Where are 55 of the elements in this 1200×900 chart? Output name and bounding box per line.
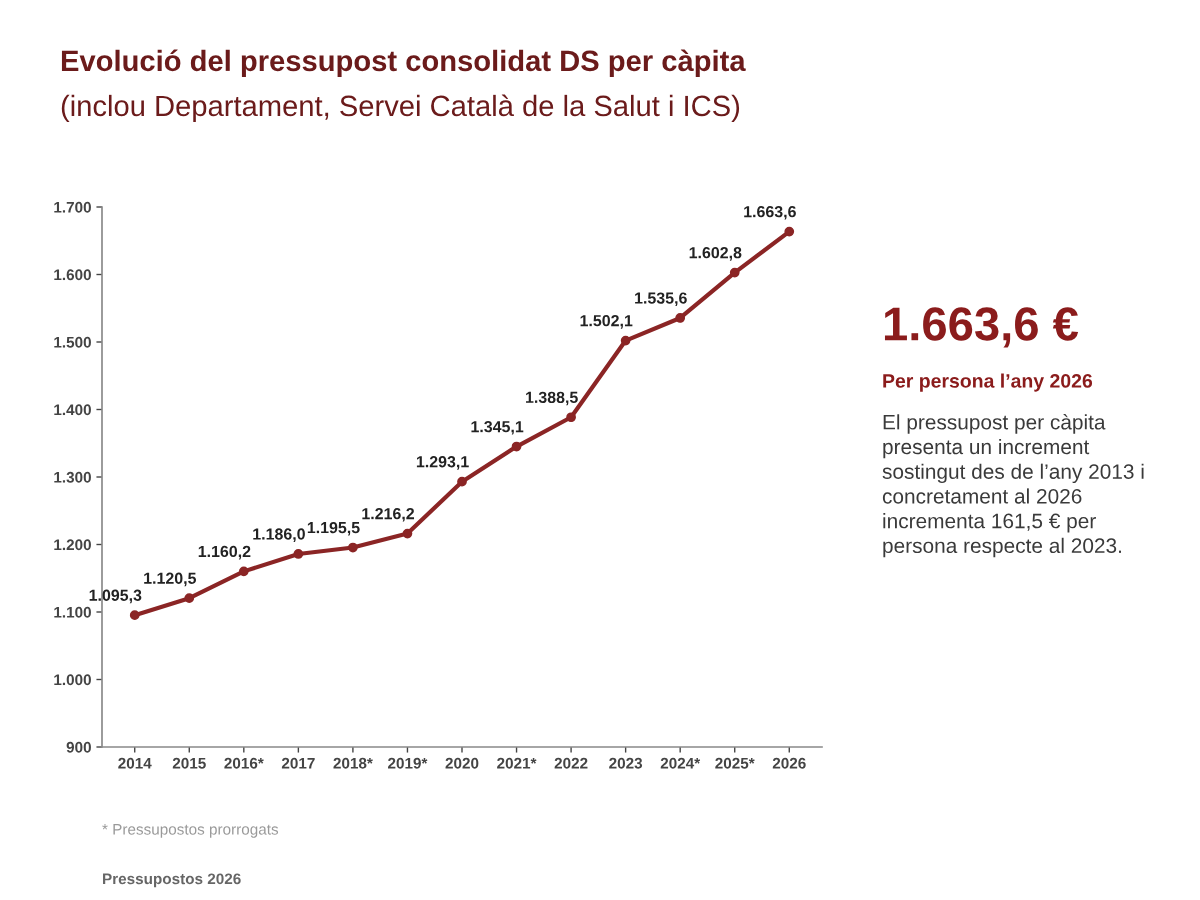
x-tick-label: 2014 (118, 757, 152, 769)
data-label: 1.388,5 (526, 391, 578, 406)
data-label: 1.095,3 (89, 589, 142, 604)
text: * Pressupostos prorrogats (102, 824, 279, 838)
data-label: 1.160,2 (198, 545, 251, 560)
data-label: 1.195,5 (307, 521, 360, 536)
data-label: 1.186,0 (253, 528, 305, 542)
x-tick-label: 2017 (281, 757, 315, 769)
text: Per persona l’any 2026 (883, 373, 1093, 392)
chart-subtitle: (inclou Departament, Servei Català de la Salut i ICS) (61, 94, 740, 123)
point (293, 549, 304, 559)
point (729, 267, 740, 278)
point (348, 542, 358, 553)
x-tick-label: 2026 (772, 757, 806, 769)
data-label: 1.535,6 (635, 292, 687, 307)
y-tick-label: 1.700 (54, 201, 91, 213)
y-tick-label: 1.600 (54, 269, 91, 281)
point (184, 593, 195, 604)
data-label: 1.602,8 (689, 247, 742, 261)
y-tick-label: 1.200 (54, 539, 91, 551)
x-tick-label: 2015 (172, 757, 206, 769)
chart-title: Evolució del pressupost consolidat DS per càpita (61, 49, 746, 77)
y-tick-label: 1.500 (54, 336, 91, 348)
x-tick-label: 2021* (497, 757, 537, 769)
data-label: 1.663,6 (744, 205, 796, 220)
point (129, 610, 140, 621)
data-label: 1.216,2 (362, 507, 415, 522)
point (511, 441, 522, 452)
data-label: 1.345,1 (471, 420, 524, 435)
text: Pressupostos 2026 (103, 873, 241, 888)
y-tick-label: 1.100 (54, 606, 91, 618)
point (620, 335, 631, 346)
x-tick-label: 2016* (224, 757, 264, 769)
data-label: 1.120,5 (144, 572, 197, 587)
y-tick-label: 1.300 (54, 471, 91, 483)
data-label: 1.293,1 (416, 456, 469, 470)
point (784, 226, 795, 237)
text: El pressupost per càpita presenta un increment sostingut des de l’any 2013 i concretament al 2026 incrementa 161,5 € per persona respecte al 2023. (882, 414, 1144, 558)
data-label: 1.502,1 (580, 315, 633, 329)
x-tick-label: 2019* (388, 757, 428, 769)
x-tick-label: 2018* (333, 757, 373, 769)
x-tick-label: 2022 (554, 757, 588, 769)
text: 1.663,6 € (884, 307, 1079, 348)
x-tick-label: 2023 (609, 757, 643, 769)
point (238, 566, 249, 577)
x-tick-label: 2024* (660, 757, 701, 769)
point (675, 313, 686, 323)
point (457, 476, 467, 487)
point (402, 528, 413, 539)
y-tick-label: 900 (66, 741, 91, 753)
y-tick-label: 1.000 (54, 674, 91, 686)
y-tick-label: 1.400 (54, 404, 91, 416)
x-tick-label: 2025* (715, 757, 755, 769)
point (566, 412, 576, 423)
x-tick-label: 2020 (445, 757, 479, 769)
